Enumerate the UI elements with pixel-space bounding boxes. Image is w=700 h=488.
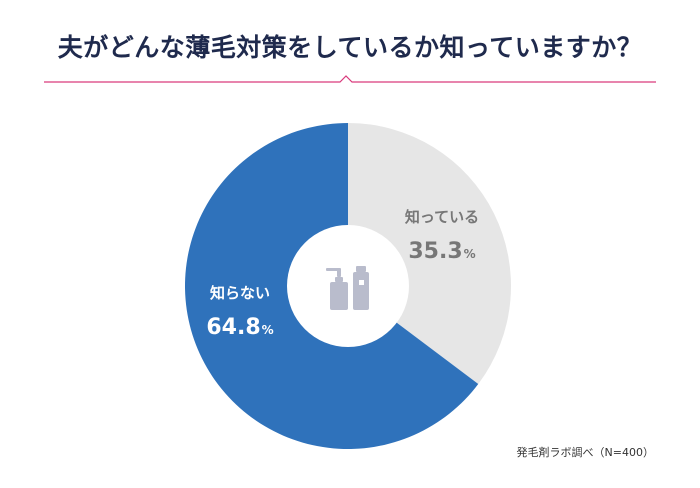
title-underline: [44, 75, 656, 83]
slice-value-known: 35.3%: [408, 239, 475, 264]
slice-known: [348, 123, 511, 384]
chart-title: 夫がどんな薄毛対策をしているか知っていますか？: [57, 33, 643, 62]
slice-value-unknown: 64.8%: [206, 315, 273, 340]
source-note: 発毛剤ラボ調べ（N=400）: [516, 446, 654, 459]
slice-label-unknown: 知らない: [210, 284, 270, 302]
bottles-icon: [326, 266, 369, 310]
slice-label-known: 知っている: [405, 208, 479, 226]
